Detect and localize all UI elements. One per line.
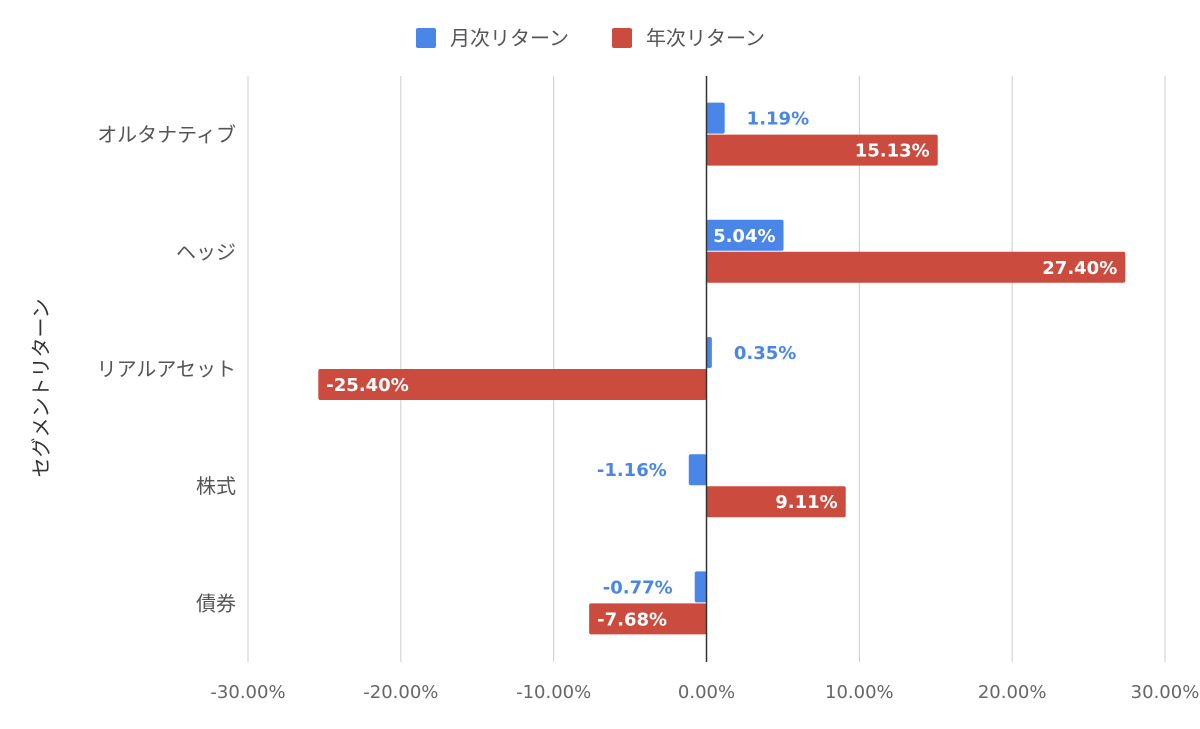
category-label: 債券 [196, 591, 236, 615]
y-axis-title: セグメントリターン [29, 299, 53, 478]
data-label-layer: 1.19% 15.13% 5.04% 27.40% 0.35% -25.40% -1.16%… [326, 109, 1117, 631]
data-label: 15.13% [855, 141, 930, 162]
bar [589, 603, 707, 635]
data-label: 0.35% [734, 343, 796, 364]
data-label: 9.11% [775, 492, 837, 513]
x-tick-label: 10.00% [825, 682, 894, 703]
x-tick-label: 30.00% [1131, 682, 1200, 703]
bar-layer [318, 102, 1126, 635]
bar [318, 369, 707, 400]
category-label: リアルアセット [97, 357, 236, 381]
bar [706, 251, 1126, 283]
x-tick-label: -10.00% [516, 682, 591, 703]
axis-layer: -30.00% -20.00% -10.00% 0.00% 10.00% 20.00% 30… [97, 76, 1200, 703]
legend-label: 月次リターン [450, 26, 569, 50]
data-label: 1.19% [747, 109, 809, 130]
category-label: オルタナティブ [97, 123, 236, 147]
bar [706, 102, 725, 134]
x-tick-label: 0.00% [678, 682, 735, 703]
data-label: -25.40% [326, 375, 408, 396]
category-label: 株式 [196, 474, 236, 498]
bar [706, 134, 938, 166]
legend-swatch [612, 28, 632, 48]
legend: 月次リターン 年次リターン [416, 26, 765, 50]
data-label: 27.40% [1042, 258, 1117, 279]
bar [706, 486, 846, 518]
bar [706, 219, 784, 251]
data-label: -7.68% [597, 609, 667, 630]
data-label: -0.77% [603, 577, 673, 598]
category-label: ヘッジ [176, 240, 236, 264]
x-tick-label: 20.00% [978, 682, 1047, 703]
bar [688, 454, 707, 486]
legend-swatch [416, 28, 436, 48]
data-label: 5.04% [713, 226, 775, 247]
legend-label: 年次リターン [646, 26, 765, 50]
data-label: -1.16% [597, 460, 667, 481]
x-tick-label: -30.00% [210, 682, 285, 703]
bar [694, 571, 707, 603]
bar [706, 337, 712, 368]
x-tick-label: -20.00% [363, 682, 438, 703]
